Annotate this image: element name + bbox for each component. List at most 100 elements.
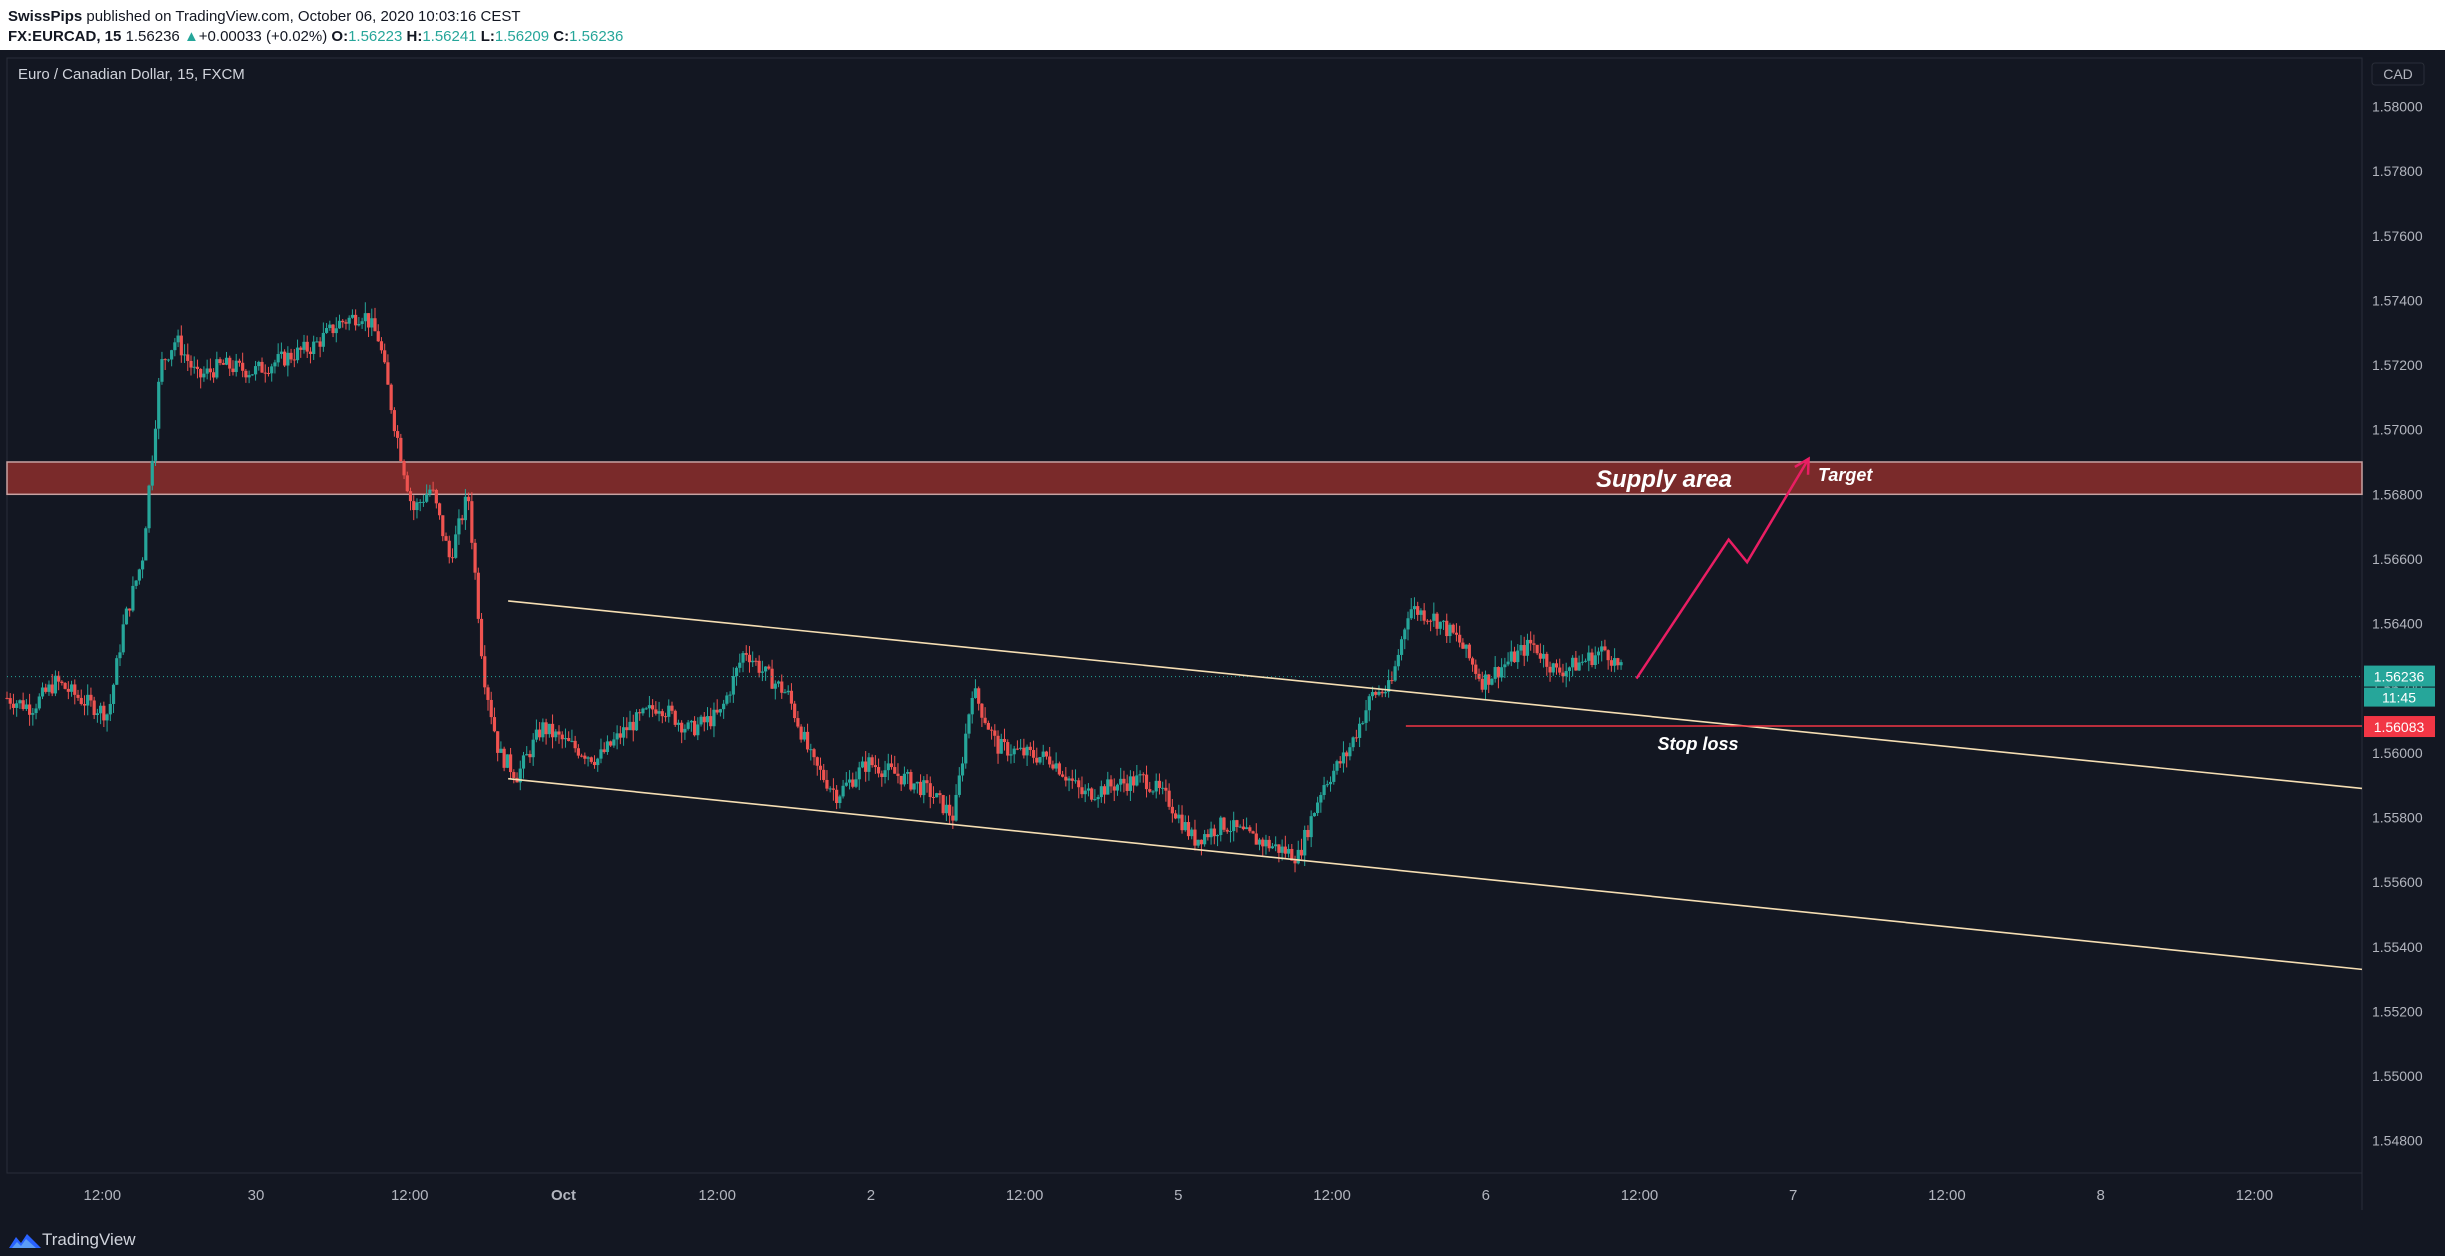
- candle-body: [86, 694, 90, 706]
- candle-body: [896, 773, 900, 776]
- candle-body: [360, 321, 364, 325]
- candle-body: [34, 708, 38, 714]
- candle-body: [1031, 750, 1036, 758]
- candle-body: [760, 671, 764, 673]
- candle-body: [1580, 661, 1584, 663]
- price-tick-label: 1.56800: [2372, 486, 2423, 502]
- candle-body: [931, 797, 936, 799]
- candle-body: [1264, 839, 1268, 847]
- candle-body: [386, 362, 390, 385]
- candle-body: [8, 698, 12, 704]
- candle-body: [341, 320, 345, 323]
- candle-body: [793, 703, 797, 719]
- candle-body: [354, 314, 358, 326]
- candle-body: [302, 341, 306, 350]
- candle-body: [1173, 813, 1178, 819]
- candle-body: [412, 501, 416, 511]
- candle-body: [1286, 848, 1291, 854]
- candle-body: [1015, 748, 1020, 750]
- candle-body: [718, 709, 723, 713]
- candle-body: [899, 775, 903, 785]
- chart-pane[interactable]: 1.54800 1.55000 1.55200 1.55400 1.55600 1.558…: [0, 50, 2445, 1225]
- current-price-value: 1.56236: [2374, 669, 2425, 685]
- candle-body: [289, 352, 293, 360]
- time-tick-label: 12:00: [2236, 1187, 2274, 1204]
- ohlc-legend: FX:EURCAD, 15 1.56236 ▲+0.00033 (+0.02%)…: [8, 28, 623, 45]
- candle-body: [1303, 829, 1307, 856]
- candle-body: [402, 461, 406, 476]
- candle-body: [460, 518, 464, 521]
- candle-body: [876, 767, 881, 774]
- candle-body: [483, 656, 487, 688]
- candle-body: [1564, 671, 1568, 677]
- candle-body: [1425, 620, 1429, 622]
- candle-body: [1374, 691, 1378, 695]
- candle-body: [1245, 827, 1249, 830]
- candle-body: [570, 740, 574, 742]
- candle-body: [266, 372, 271, 374]
- candle-body: [295, 347, 300, 361]
- price-tick-label: 1.55400: [2372, 939, 2423, 955]
- candle-body: [1167, 790, 1171, 807]
- candle-body: [283, 351, 287, 366]
- stop-price-value: 1.56083: [2374, 719, 2425, 735]
- candle-body: [1390, 680, 1394, 682]
- candle-body: [318, 341, 322, 347]
- price-chart[interactable]: 1.54800 1.55000 1.55200 1.55400 1.55600 1.558…: [0, 50, 2445, 1225]
- candle-body: [925, 780, 929, 784]
- time-axis[interactable]: 12:00 30 12:00 Oct 12:00 2 12:00 5 12:00 6 12:00 7 1…: [84, 1187, 2274, 1204]
- candle-body: [751, 660, 755, 663]
- candle-body: [722, 703, 726, 710]
- candle-body: [15, 703, 19, 708]
- candle-body: [663, 716, 668, 718]
- candle-body: [1128, 776, 1132, 791]
- candle-body: [534, 729, 539, 740]
- candle-body: [115, 658, 119, 685]
- time-tick-label: 2: [867, 1187, 875, 1204]
- candle-body: [1464, 644, 1468, 649]
- candle-body: [1306, 829, 1310, 838]
- candle-body: [521, 755, 526, 769]
- candle-body: [1351, 737, 1355, 748]
- candle-body: [1051, 764, 1055, 769]
- candle-body: [221, 363, 225, 365]
- candle-body: [1325, 784, 1329, 786]
- candle-body: [741, 653, 745, 663]
- candle-body: [331, 324, 335, 334]
- candle-body: [1012, 748, 1016, 755]
- candle-body: [1396, 654, 1400, 667]
- candle-body: [670, 705, 674, 711]
- candle-body: [1493, 667, 1497, 679]
- candle-body: [1296, 849, 1300, 864]
- candle-body: [1060, 774, 1065, 777]
- price-axis[interactable]: 1.54800 1.55000 1.55200 1.55400 1.55600 1.558…: [2364, 62, 2435, 1149]
- candle-body: [308, 351, 313, 355]
- candle-body: [1164, 787, 1168, 791]
- last-price: 1.56236: [125, 28, 180, 45]
- stop-loss-label: Stop loss: [1657, 734, 1738, 754]
- candle-body: [1380, 691, 1384, 694]
- close-value: 1.56236: [569, 28, 624, 45]
- candle-body: [1057, 763, 1061, 775]
- candle-body: [1161, 787, 1165, 789]
- candle-body: [486, 687, 490, 700]
- time-tick-label: 12:00: [1928, 1187, 1966, 1204]
- candle-body: [1551, 663, 1555, 673]
- candle-body: [906, 772, 910, 774]
- candle-body: [1454, 632, 1459, 635]
- candle-body: [1500, 667, 1504, 678]
- candle-body: [1099, 786, 1103, 798]
- candle-body: [1090, 788, 1094, 800]
- candle-body: [602, 749, 606, 753]
- candle-body: [454, 534, 458, 558]
- candle-body: [160, 359, 164, 382]
- candle-body: [1203, 834, 1207, 845]
- candle-body: [299, 347, 303, 350]
- candle-body: [60, 681, 64, 684]
- author-name[interactable]: SwissPips: [8, 8, 83, 25]
- time-tick-label: 5: [1174, 1187, 1182, 1204]
- brand-name[interactable]: TradingView: [42, 1230, 136, 1249]
- candle-body: [1122, 778, 1126, 784]
- candle-body: [1538, 653, 1542, 659]
- candle-body: [1458, 634, 1462, 643]
